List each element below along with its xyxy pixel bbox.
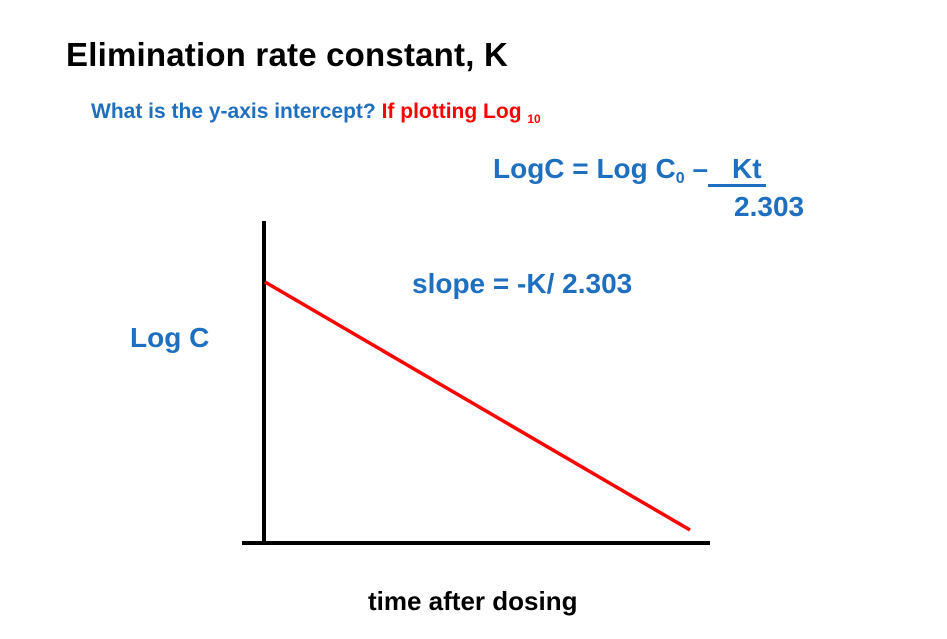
c0-subscript: 0 [675, 170, 685, 187]
log-base: 10 [527, 112, 541, 126]
equation-denominator: 2.303 [734, 191, 805, 222]
decline-line [264, 280, 691, 532]
y-axis-label: Log C [130, 322, 210, 353]
intercept-question: What is the y-axis intercept? If plottin… [91, 100, 541, 126]
equation-lhs: LogC = Log C [493, 153, 676, 184]
x-axis-label: time after dosing [368, 586, 578, 616]
log-note: If plotting Log 10 [381, 100, 541, 126]
question-text: What is the y-axis intercept? [91, 100, 376, 123]
slope-annotation: slope = -K/ 2.303 [412, 268, 633, 299]
equation-minus: – [684, 153, 709, 184]
equation-fraction: Kt 2.303 [708, 153, 804, 222]
series-layer [264, 280, 691, 532]
slide-title: Elimination rate constant, K [66, 36, 508, 73]
equation-numerator: Kt [708, 154, 766, 187]
elimination-equation: LogC = Log C0 – Kt 2.303 [493, 153, 804, 222]
log-note-text: If plotting Log [381, 100, 522, 123]
